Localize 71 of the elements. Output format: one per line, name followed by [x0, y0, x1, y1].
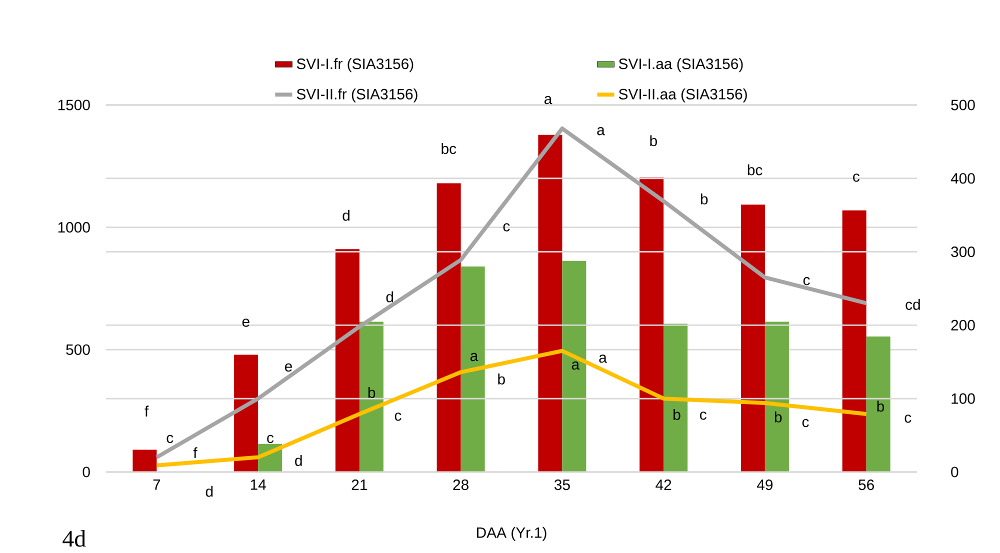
annotation: c — [166, 434, 174, 444]
annotation: b — [700, 193, 708, 204]
bar — [866, 336, 890, 472]
bar — [740, 204, 765, 472]
bar — [764, 322, 789, 472]
annotation: bc — [748, 164, 762, 176]
annotation: c — [394, 412, 402, 421]
bar — [436, 183, 461, 472]
annotation: b — [498, 374, 505, 384]
annotation: a — [572, 361, 580, 370]
bar — [538, 134, 562, 472]
annotation: c — [503, 223, 510, 232]
bar — [335, 249, 360, 472]
bar — [359, 322, 384, 472]
annotation: d — [386, 291, 394, 302]
y2-tick-label: 200 — [951, 320, 975, 330]
annotation: d — [295, 455, 302, 466]
annotation: e — [242, 318, 250, 327]
annotation: c — [267, 434, 274, 444]
text: 4d — [62, 530, 86, 547]
y2-tick-label: 0 — [951, 466, 958, 478]
annotation: c — [700, 412, 706, 420]
bar — [234, 354, 258, 472]
legend-label: SVI-I.fr (SIA3156) — [296, 58, 414, 72]
x-tick-label: 7 — [153, 480, 160, 490]
bar — [460, 266, 485, 472]
annotation: c — [904, 414, 912, 423]
legend-label: SVI-II.fr (SIA3156) — [296, 88, 418, 102]
x-tick-label: 21 — [352, 480, 368, 490]
annotation: cd — [906, 298, 920, 310]
annotation: a — [470, 352, 478, 362]
legend-label: SVI-I.aa (SIA3156) — [618, 58, 743, 72]
annotation: f — [144, 406, 149, 416]
bar — [640, 177, 664, 472]
bar — [842, 210, 866, 472]
annotation: c — [803, 277, 810, 286]
legend-label: SVI-II.aa (SIA3156) — [618, 88, 747, 102]
y2-tick-label: 500 — [951, 100, 975, 110]
annotation: a — [597, 127, 605, 136]
x-tick-label: 56 — [858, 480, 874, 490]
y2-tick-label: 300 — [951, 246, 975, 258]
annotation: c — [802, 418, 809, 428]
x-tick-label: 28 — [453, 480, 468, 490]
y-tick-label: 0 — [82, 466, 90, 478]
y2-tick-label: 400 — [950, 173, 975, 184]
text: d — [206, 486, 213, 497]
annotation: d — [342, 210, 350, 221]
x-tick-label: 42 — [656, 480, 672, 490]
annotation: b — [368, 386, 376, 398]
y-tick-label: 1500 — [58, 100, 90, 110]
x-axis-title: DAA (Yr.1) — [477, 526, 546, 541]
y-tick-label: 1000 — [58, 222, 90, 233]
bar — [132, 450, 157, 472]
annotation: f — [193, 447, 198, 458]
annotation: c — [853, 174, 860, 182]
annotation: a — [599, 354, 607, 363]
y-tick-label: 500 — [66, 344, 90, 355]
line-series — [154, 348, 868, 468]
x-tick-label: 35 — [554, 480, 570, 490]
annotation: e — [284, 363, 292, 372]
x-tick-label: 14 — [250, 480, 266, 490]
annotation: b — [877, 400, 884, 412]
x-tick-label: 49 — [756, 480, 773, 490]
y2-tick-label: 100 — [952, 393, 975, 404]
annotation: bc — [442, 143, 456, 154]
annotation: b — [774, 411, 782, 422]
bar — [562, 260, 586, 472]
bar — [664, 324, 688, 472]
annotation: b — [674, 409, 680, 420]
annotation: b — [650, 135, 657, 146]
text: a — [544, 96, 552, 104]
